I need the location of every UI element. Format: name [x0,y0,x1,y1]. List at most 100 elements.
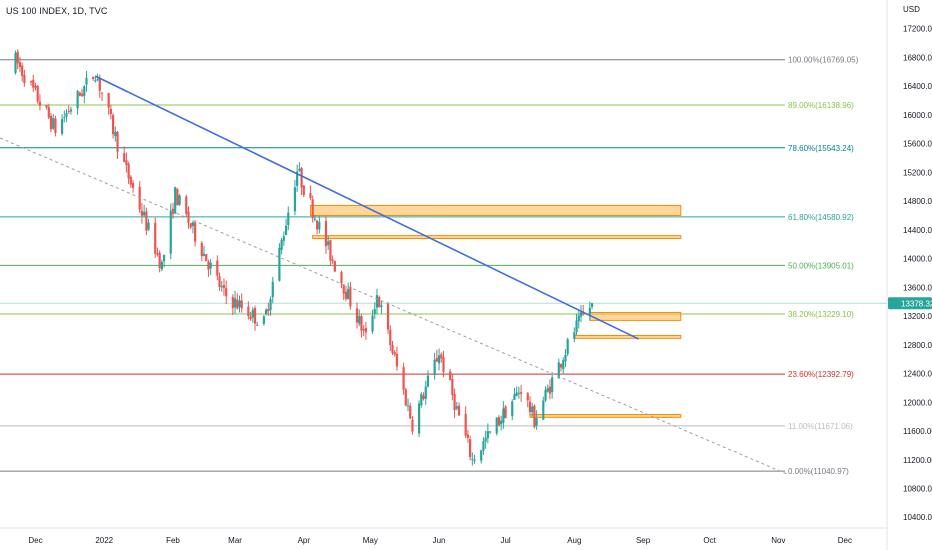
candle-body [378,297,381,308]
candle-body [45,104,48,108]
candle-body [52,118,55,129]
candle-body [318,221,321,230]
candle-body [247,306,250,317]
candle-body [342,284,345,294]
candle-body [588,307,591,315]
supply-zone [589,311,682,321]
candle-body [395,354,399,367]
symbol-title: US 100 INDEX, 1D, TVC [6,6,108,16]
y-tick-label: 12000.00 [903,398,932,407]
candle-body [375,295,379,308]
candle-body [333,261,336,272]
candle-body [131,183,135,188]
candle-body [324,220,328,247]
candle-body [371,315,374,332]
candle-body [65,113,68,117]
supply-zone [529,413,682,418]
candle-body [535,418,538,426]
candle-body [225,288,228,297]
candle-body [222,285,226,288]
candle-body [253,308,257,324]
candle-body [32,79,35,88]
candle-body [194,222,197,242]
y-tick-label: 15200.00 [903,168,932,177]
candle-body [98,77,101,91]
supply-zone [309,204,682,217]
candle-body [435,357,438,362]
candle-body [453,394,456,411]
candle-body [296,171,299,186]
candle-body [473,459,476,461]
y-tick-label: 14000.00 [903,255,932,264]
y-tick-label: 14400.00 [903,226,932,235]
candle-body [409,405,412,419]
candle-body [579,312,583,317]
candle-body [389,329,392,345]
supply-zone [312,235,682,239]
candle-body [189,223,192,228]
candle-body [143,212,146,216]
x-tick-label: May [363,536,378,545]
candle-body [562,360,565,370]
candle-body [202,253,206,256]
candle-body [147,222,150,230]
candle-body [187,211,190,223]
candle-body [83,86,86,97]
candle-body [502,408,505,423]
candle-body [156,253,159,255]
resistance-trendline [95,75,639,340]
y-tick-label: 11600.00 [903,427,932,436]
candle-body [406,405,410,407]
candle-body [249,316,252,320]
candle-body [267,309,270,312]
x-tick-label: Feb [166,536,180,545]
candle-body [96,79,99,81]
candle-body [404,389,407,406]
x-tick-label: Aug [567,536,581,545]
candle-body [451,379,454,395]
candle-body [422,395,425,400]
candle-body [287,212,290,225]
candle-body [36,86,39,102]
candle-body [582,312,585,315]
candle-body [402,367,405,390]
candle-body [76,90,79,109]
candle-body [433,359,436,376]
candle-body [551,377,554,392]
candle-body [236,299,239,309]
candle-body [200,243,203,257]
candle-body [500,420,503,425]
x-tick-label: Dec [838,536,852,545]
candle-body [29,81,33,83]
candle-body [18,62,22,67]
candle-body [437,355,441,364]
candle-body [577,315,580,322]
candle-body [360,316,363,331]
candle-body [111,115,115,135]
fib-level-label: 78.60%(15543.24) [788,144,854,153]
candle-body [185,196,188,214]
candle-body [34,85,37,88]
y-tick-label: 13600.00 [903,283,932,292]
fib-level-label: 11.00%(11671.06) [788,422,853,431]
candle-body [238,300,241,307]
y-tick-label: 10400.00 [903,513,932,522]
candle-body [256,324,259,326]
candle-body [14,52,17,73]
candle-body [495,417,498,434]
candle-body [154,222,157,254]
candle-body [63,117,66,119]
candle-body [517,392,520,394]
x-tick-label: 2022 [95,536,113,545]
candle-body [262,316,265,324]
last-price-label: 13378.32 [901,299,932,308]
candle-body [511,401,514,417]
candle-body [482,441,485,451]
candle-body [411,419,414,432]
candle-body [80,93,84,96]
candle-body [191,222,195,227]
candle-body [67,111,70,113]
candle-body [207,261,210,270]
